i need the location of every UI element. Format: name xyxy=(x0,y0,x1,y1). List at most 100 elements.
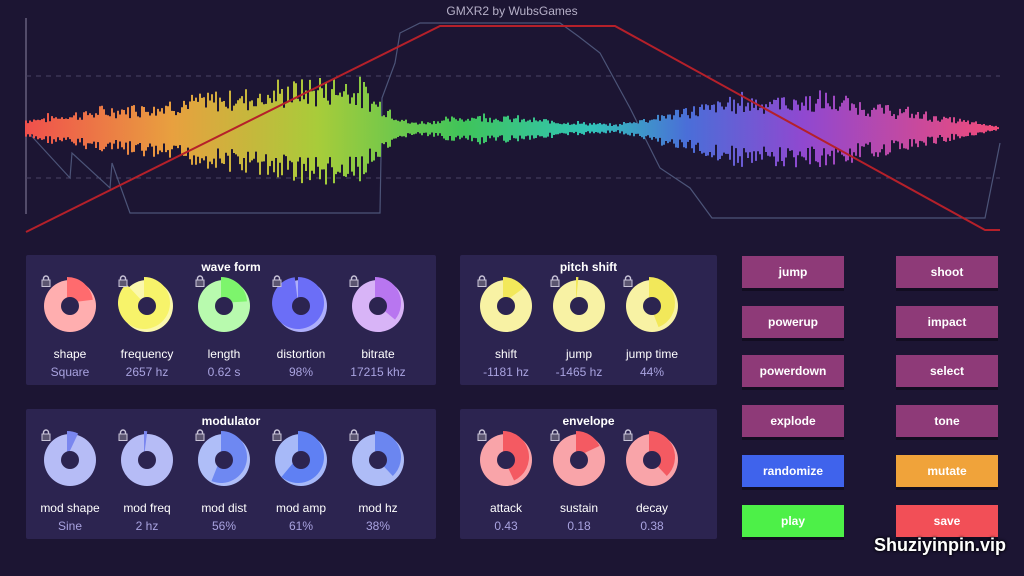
knob-mod-shape[interactable]: mod shape Sine xyxy=(32,429,108,559)
envelope-trace xyxy=(25,25,1000,233)
knob-dial-distortion[interactable] xyxy=(272,275,332,335)
knob-label-sustain: sustain xyxy=(559,501,599,515)
select-button[interactable]: select xyxy=(896,355,998,388)
knob-mod-freq[interactable]: mod freq 2 hz xyxy=(109,429,185,559)
knob-value-shape: Square xyxy=(50,365,90,379)
knob-dial-attack[interactable] xyxy=(477,429,537,489)
knob-dial-mod-dist[interactable] xyxy=(195,429,255,489)
lock-icon[interactable] xyxy=(118,429,128,441)
lock-icon[interactable] xyxy=(550,275,560,287)
knob-sustain[interactable]: sustain 0.18 xyxy=(541,429,617,559)
knob-shift[interactable]: shift -1181 hz xyxy=(468,275,544,405)
knob-dial-mod-amp[interactable] xyxy=(272,429,332,489)
knob-value-attack: 0.43 xyxy=(494,519,518,533)
knob-value-sustain: 0.18 xyxy=(567,519,591,533)
knob-value-mod-amp: 61% xyxy=(288,519,314,533)
knob-dial-shift[interactable] xyxy=(477,275,537,335)
play-button[interactable]: play xyxy=(742,504,844,537)
knob-dial-shape[interactable] xyxy=(41,275,101,335)
envelope-panel: envelope attack 0.43 sustain 0.18 decay 0.38 xyxy=(460,409,717,539)
knob-attack[interactable]: attack 0.43 xyxy=(468,429,544,559)
knob-dial-mod-hz[interactable] xyxy=(349,429,409,489)
lock-icon[interactable] xyxy=(41,429,51,441)
explode-button[interactable]: explode xyxy=(742,405,844,438)
wave-amplitude xyxy=(25,76,999,185)
waveform-preview xyxy=(25,18,1001,233)
lock-icon[interactable] xyxy=(41,275,51,287)
knob-mod-hz[interactable]: mod hz 38% xyxy=(340,429,416,559)
modulator-panel-title: modulator xyxy=(201,414,261,428)
knob-mod-amp[interactable]: mod amp 61% xyxy=(263,429,339,559)
knob-dial-mod-freq[interactable] xyxy=(118,429,178,489)
knob-value-mod-shape: Sine xyxy=(57,519,83,533)
knob-jump[interactable]: jump -1465 hz xyxy=(541,275,617,405)
knob-jump-time[interactable]: jump time 44% xyxy=(614,275,690,405)
lock-icon[interactable] xyxy=(623,275,633,287)
powerup-button[interactable]: powerup xyxy=(742,305,844,338)
knob-label-attack: attack xyxy=(489,501,522,515)
knob-mod-dist[interactable]: mod dist 56% xyxy=(186,429,262,559)
knob-label-distortion: distortion xyxy=(276,347,326,361)
knob-length[interactable]: length 0.62 s xyxy=(186,275,262,405)
knob-dial-length[interactable] xyxy=(195,275,255,335)
lock-icon[interactable] xyxy=(272,429,282,441)
knob-dial-sustain[interactable] xyxy=(550,429,610,489)
shoot-button[interactable]: shoot xyxy=(896,256,998,288)
jump-button[interactable]: jump xyxy=(742,256,844,288)
envelope-panel-title: envelope xyxy=(562,414,615,428)
knob-label-mod-freq: mod freq xyxy=(123,501,171,515)
waveform-panel-title: wave form xyxy=(201,260,261,274)
knob-dial-jump[interactable] xyxy=(550,275,610,335)
lock-icon[interactable] xyxy=(272,275,282,287)
knob-dial-mod-shape[interactable] xyxy=(41,429,101,489)
knob-label-mod-dist: mod dist xyxy=(201,501,247,515)
lock-icon[interactable] xyxy=(118,275,128,287)
save-button[interactable]: save xyxy=(896,504,998,537)
pitchshift-panel: pitch shift shift -1181 hz jump -1465 hz jum… xyxy=(460,255,717,385)
knob-dial-frequency[interactable] xyxy=(118,275,178,335)
mutate-button[interactable]: mutate xyxy=(896,454,998,487)
knob-label-mod-amp: mod amp xyxy=(275,501,327,515)
modulator-trace xyxy=(25,22,1001,219)
watermark: Shuziyinpin.vip xyxy=(873,535,1006,555)
lock-icon[interactable] xyxy=(349,275,359,287)
knob-label-mod-shape: mod shape xyxy=(40,501,100,515)
knob-decay[interactable]: decay 0.38 xyxy=(614,429,690,559)
app-title: GMXR2 by WubsGames xyxy=(446,4,578,18)
knob-frequency[interactable]: frequency 2657 hz xyxy=(109,275,185,405)
lock-icon[interactable] xyxy=(477,429,487,441)
knob-bitrate[interactable]: bitrate 17215 khz xyxy=(340,275,416,405)
pitchshift-panel-title: pitch shift xyxy=(559,260,618,274)
modulator-panel: modulator mod shape Sine mod freq 2 hz mod d… xyxy=(26,409,436,539)
lock-icon[interactable] xyxy=(550,429,560,441)
knob-label-mod-hz: mod hz xyxy=(358,501,398,515)
knob-value-jump-time: 44% xyxy=(639,365,665,379)
waveform-panel: wave form shape Square frequency 2657 hz len… xyxy=(26,255,436,385)
tone-button[interactable]: tone xyxy=(896,405,998,438)
knob-value-mod-dist: 56% xyxy=(211,519,237,533)
impact-button[interactable]: impact xyxy=(896,305,998,338)
knob-label-length: length xyxy=(207,347,241,361)
randomize-button[interactable]: randomize xyxy=(742,454,844,487)
lock-icon[interactable] xyxy=(623,429,633,441)
knob-value-mod-hz: 38% xyxy=(365,519,391,533)
knob-distortion[interactable]: distortion 98% xyxy=(263,275,339,405)
lock-icon[interactable] xyxy=(477,275,487,287)
powerdown-button[interactable]: powerdown xyxy=(742,355,844,388)
knob-value-bitrate: 17215 khz xyxy=(350,365,406,379)
knob-label-bitrate: bitrate xyxy=(361,347,395,361)
knob-dial-bitrate[interactable] xyxy=(349,275,409,335)
knob-value-distortion: 98% xyxy=(288,365,314,379)
knob-value-jump: -1465 hz xyxy=(555,365,603,379)
knob-value-length: 0.62 s xyxy=(207,365,241,379)
knob-value-mod-freq: 2 hz xyxy=(135,519,159,533)
lock-icon[interactable] xyxy=(195,429,205,441)
knob-dial-decay[interactable] xyxy=(623,429,683,489)
knob-label-shift: shift xyxy=(494,347,517,361)
lock-icon[interactable] xyxy=(195,275,205,287)
knob-dial-jump-time[interactable] xyxy=(623,275,683,335)
knob-shape[interactable]: shape Square xyxy=(32,275,108,405)
knob-label-decay: decay xyxy=(635,501,669,515)
knob-label-shape: shape xyxy=(53,347,87,361)
lock-icon[interactable] xyxy=(349,429,359,441)
